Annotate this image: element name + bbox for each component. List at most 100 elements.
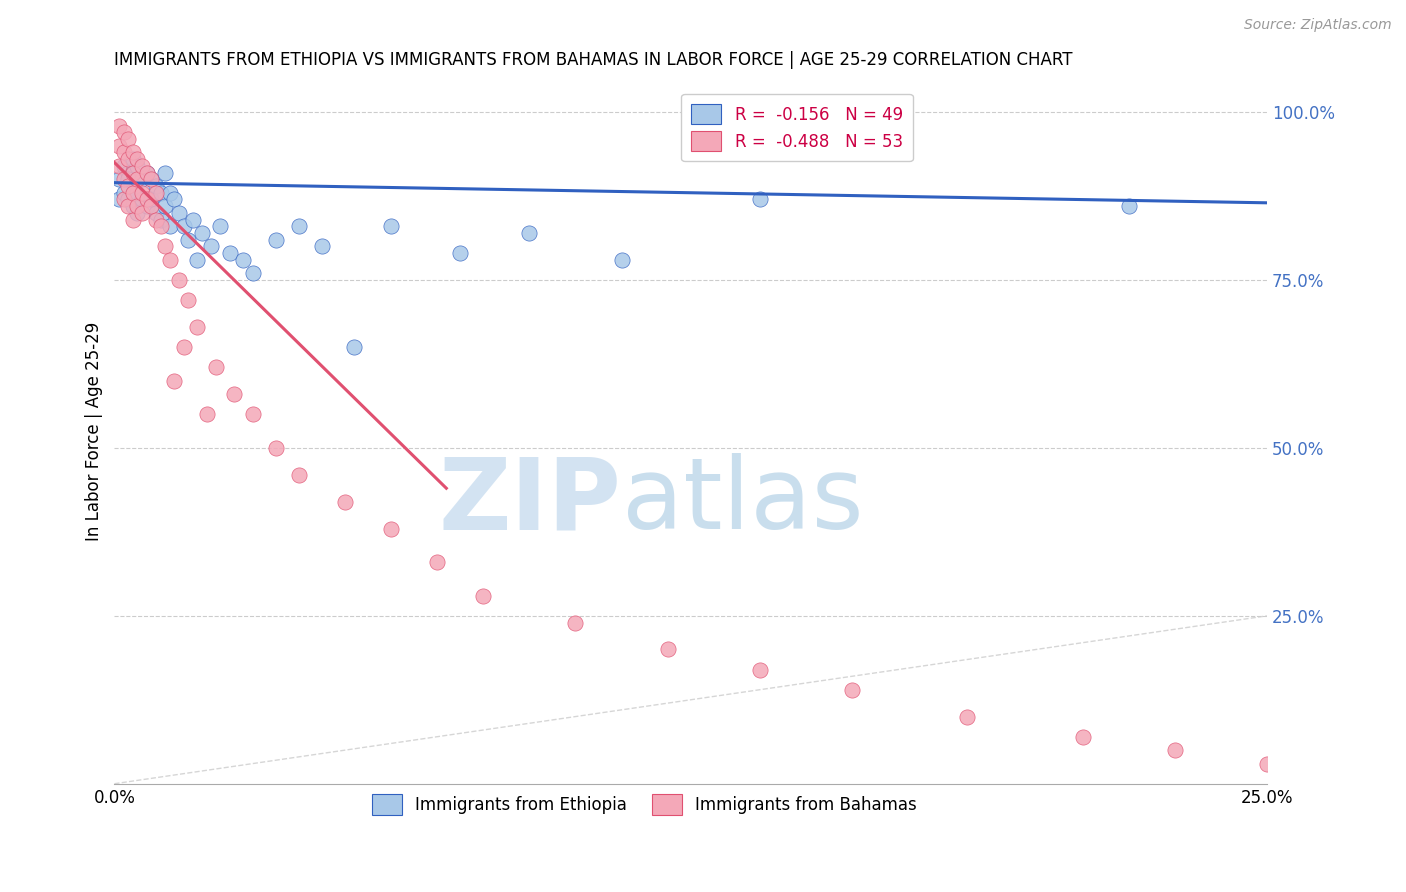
Point: [141, 199, 163, 213]
Point: [205, 360, 228, 375]
Text: IMMIGRANTS FROM ETHIOPIA VS IMMIGRANTS FROM BAHAMAS IN LABOR FORCE | AGE 25-29 C: IMMIGRANTS FROM ETHIOPIA VS IMMIGRANTS F…: [114, 51, 1073, 69]
Point: [135, 193, 157, 207]
Point: [242, 408, 264, 422]
Point: [117, 165, 139, 179]
Point: [153, 199, 176, 213]
Point: [108, 193, 131, 207]
Point: [149, 186, 172, 200]
Point: [121, 199, 143, 213]
Point: [209, 219, 232, 234]
Point: [224, 387, 246, 401]
Point: [112, 172, 135, 186]
Point: [748, 663, 770, 677]
Point: [121, 145, 143, 160]
Point: [117, 172, 139, 186]
Point: [127, 186, 149, 200]
Point: [127, 206, 149, 220]
Point: [149, 219, 172, 234]
Point: [131, 193, 153, 207]
Point: [380, 219, 402, 234]
Point: [426, 555, 449, 569]
Point: [177, 233, 200, 247]
Point: [121, 186, 143, 200]
Point: [1118, 199, 1140, 213]
Point: [195, 408, 218, 422]
Text: Source: ZipAtlas.com: Source: ZipAtlas.com: [1244, 18, 1392, 32]
Point: [121, 212, 143, 227]
Point: [333, 494, 356, 508]
Point: [131, 186, 153, 200]
Point: [112, 193, 135, 207]
Point: [145, 212, 167, 227]
Point: [311, 239, 333, 253]
Point: [153, 239, 176, 253]
Point: [153, 165, 176, 179]
Point: [141, 172, 163, 186]
Y-axis label: In Labor Force | Age 25-29: In Labor Force | Age 25-29: [86, 321, 103, 541]
Point: [218, 246, 240, 260]
Point: [108, 119, 131, 133]
Point: [131, 159, 153, 173]
Point: [1163, 743, 1185, 757]
Point: [108, 138, 131, 153]
Point: [167, 206, 190, 220]
Point: [117, 199, 139, 213]
Point: [121, 165, 143, 179]
Legend: Immigrants from Ethiopia, Immigrants from Bahamas: Immigrants from Ethiopia, Immigrants fro…: [361, 784, 927, 825]
Point: [149, 212, 172, 227]
Text: ZIP: ZIP: [439, 453, 621, 550]
Point: [200, 239, 222, 253]
Point: [131, 172, 153, 186]
Point: [449, 246, 471, 260]
Point: [181, 212, 204, 227]
Point: [186, 320, 208, 334]
Point: [841, 682, 863, 697]
Point: [232, 252, 254, 267]
Point: [343, 340, 366, 354]
Point: [564, 615, 586, 630]
Point: [135, 165, 157, 179]
Point: [657, 642, 679, 657]
Point: [145, 179, 167, 194]
Point: [264, 441, 287, 455]
Point: [135, 165, 157, 179]
Point: [117, 152, 139, 166]
Point: [288, 467, 311, 482]
Point: [517, 226, 540, 240]
Point: [163, 193, 186, 207]
Point: [173, 340, 195, 354]
Point: [610, 252, 633, 267]
Point: [127, 152, 149, 166]
Point: [167, 273, 190, 287]
Point: [145, 186, 167, 200]
Point: [288, 219, 311, 234]
Point: [117, 132, 139, 146]
Point: [117, 179, 139, 194]
Text: atlas: atlas: [621, 453, 863, 550]
Point: [141, 193, 163, 207]
Point: [186, 252, 208, 267]
Point: [112, 145, 135, 160]
Point: [163, 374, 186, 388]
Point: [112, 159, 135, 173]
Point: [472, 589, 495, 603]
Point: [121, 152, 143, 166]
Point: [264, 233, 287, 247]
Point: [380, 522, 402, 536]
Point: [141, 172, 163, 186]
Point: [127, 172, 149, 186]
Point: [956, 709, 979, 723]
Point: [748, 193, 770, 207]
Point: [1071, 730, 1094, 744]
Point: [127, 159, 149, 173]
Point: [117, 193, 139, 207]
Point: [159, 252, 181, 267]
Point: [242, 266, 264, 280]
Point: [108, 172, 131, 186]
Point: [135, 199, 157, 213]
Point: [131, 206, 153, 220]
Point: [191, 226, 214, 240]
Point: [121, 186, 143, 200]
Point: [145, 206, 167, 220]
Point: [108, 159, 131, 173]
